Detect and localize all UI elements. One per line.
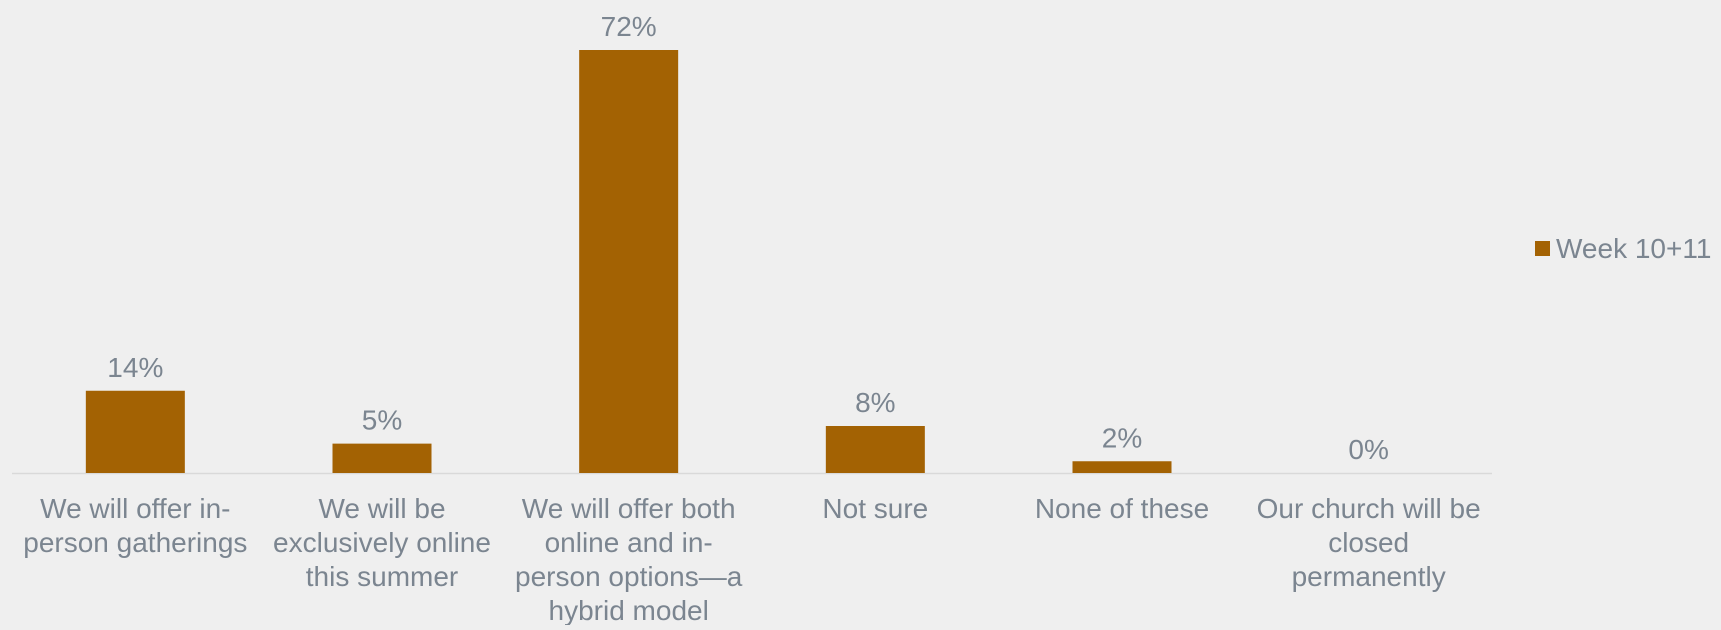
category-label-line: this summer [306, 561, 458, 592]
category-label: Not sure [822, 493, 928, 524]
legend: Week 10+11 [1535, 233, 1711, 264]
category-label-line: We will be [318, 493, 445, 524]
bar [1072, 461, 1172, 473]
category-label-line: permanently [1292, 561, 1446, 592]
bar [579, 50, 679, 473]
category-label-line: person options—a [515, 561, 743, 592]
category-label-line: None of these [1035, 493, 1209, 524]
category-label: We will offer both online and in-person o… [515, 493, 743, 625]
data-label: 8% [855, 387, 895, 418]
category-label-line: hybrid model [549, 595, 709, 625]
category-label-line: We will offer in- [40, 493, 230, 524]
category-label: We will be exclusively online this summer [273, 493, 491, 592]
category-label-line: Our church will be [1257, 493, 1481, 524]
category-label-line: person gatherings [23, 527, 247, 558]
category-label-line: We will offer both [522, 493, 736, 524]
category-label: We will offer in-person gatherings [23, 493, 247, 558]
category-label: None of these [1035, 493, 1209, 524]
bar [332, 443, 432, 473]
category-label-line: online and in- [545, 527, 713, 558]
category-label: Our church will be closed permanently [1257, 493, 1481, 592]
legend-swatch [1535, 241, 1550, 256]
data-label: 72% [601, 11, 657, 42]
data-label: 5% [362, 405, 402, 436]
bar [85, 390, 185, 473]
bar [825, 426, 925, 473]
data-label: 0% [1348, 434, 1388, 465]
category-label-line: closed [1328, 527, 1409, 558]
data-label: 14% [107, 352, 163, 383]
category-label-line: exclusively online [273, 527, 491, 558]
category-label-line: Not sure [822, 493, 928, 524]
legend-label: Week 10+11 [1556, 233, 1711, 264]
data-label: 2% [1102, 422, 1142, 453]
